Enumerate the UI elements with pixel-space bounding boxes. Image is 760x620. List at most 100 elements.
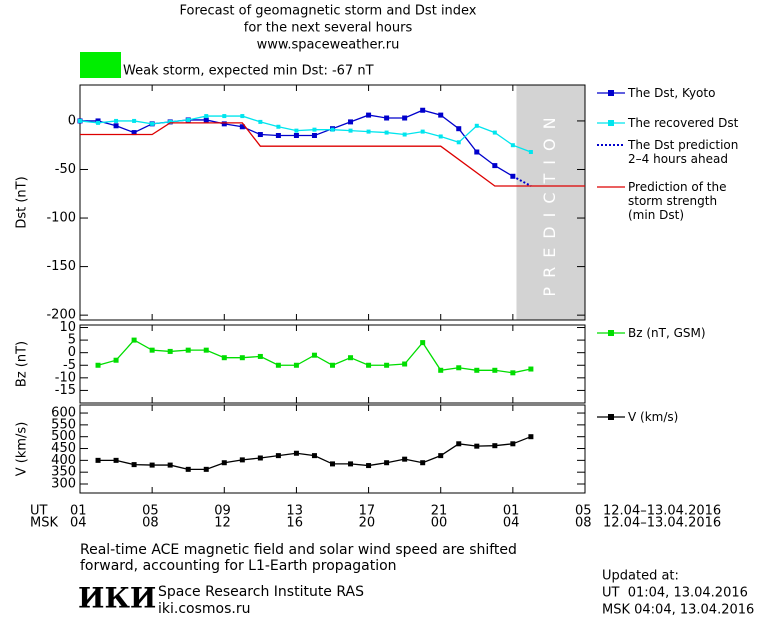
point xyxy=(311,132,317,138)
x-row-name: MSK xyxy=(30,516,58,531)
y-tick-label: -15 xyxy=(55,383,76,398)
x-tick-label: 05 xyxy=(575,504,592,519)
point xyxy=(438,453,444,459)
point xyxy=(366,129,371,134)
plot-frame xyxy=(79,324,586,404)
legend-entry: The recovered Dst xyxy=(628,116,739,130)
point xyxy=(384,115,390,121)
title-line: for the next several hours xyxy=(244,21,413,36)
legend-marker xyxy=(608,414,614,420)
x-tick-label: 04 xyxy=(70,516,87,531)
point xyxy=(311,453,317,459)
y-tick-label: 10 xyxy=(59,320,76,335)
point xyxy=(420,460,426,466)
point xyxy=(402,132,407,137)
legend-entry: Bz (nT, GSM) xyxy=(628,326,706,340)
x-tick-label: 21 xyxy=(431,504,448,519)
point xyxy=(275,362,281,368)
point xyxy=(239,124,245,130)
point xyxy=(492,367,498,373)
series-line xyxy=(80,122,585,187)
title-line: Forecast of geomagnetic storm and Dst in… xyxy=(179,4,476,19)
series-line xyxy=(80,109,514,177)
point xyxy=(95,457,101,463)
point xyxy=(239,457,245,463)
point xyxy=(222,114,227,119)
point xyxy=(474,367,480,373)
y-tick-label: -100 xyxy=(46,211,76,226)
x-tick-label: 17 xyxy=(359,504,376,519)
storm-label: Weak storm, expected min Dst: -67 nT xyxy=(123,64,374,79)
point xyxy=(348,119,354,125)
point xyxy=(510,370,516,376)
point xyxy=(221,121,227,127)
x-tick-label: 01 xyxy=(503,504,520,519)
x-row-name: UT xyxy=(30,504,48,519)
y-tick-label: 500 xyxy=(51,429,76,444)
y-tick-label: -200 xyxy=(46,308,76,323)
point xyxy=(366,362,372,368)
point xyxy=(131,337,137,343)
point xyxy=(132,118,137,123)
point xyxy=(275,453,281,459)
legend-entry: The Dst prediction 2–4 hours ahead xyxy=(628,138,739,166)
y-axis-label: Dst (nT) xyxy=(15,176,30,228)
point xyxy=(221,460,227,466)
x-tick-label: 08 xyxy=(575,516,592,531)
point xyxy=(311,352,317,358)
point xyxy=(167,348,173,354)
x-tick-label: 20 xyxy=(359,516,376,531)
point xyxy=(95,362,101,368)
point xyxy=(384,362,390,368)
point xyxy=(366,463,372,469)
point xyxy=(257,353,263,359)
point xyxy=(384,460,390,466)
point xyxy=(239,355,245,361)
point xyxy=(203,347,209,353)
y-tick-label: 400 xyxy=(51,453,76,468)
y-tick-label: 550 xyxy=(51,417,76,432)
date-range: 12.04–13.04.2016 xyxy=(603,516,721,531)
point xyxy=(510,143,515,148)
point xyxy=(456,365,462,371)
point xyxy=(330,362,335,368)
point xyxy=(113,357,119,363)
point xyxy=(474,123,479,128)
point xyxy=(492,163,498,169)
point xyxy=(420,129,425,134)
point xyxy=(402,361,408,367)
point xyxy=(150,121,155,126)
point xyxy=(456,140,461,145)
y-tick-label: 350 xyxy=(51,465,76,480)
x-tick-label: 16 xyxy=(286,516,303,531)
institute: Space Research Institute RAS xyxy=(158,584,364,600)
y-tick-label: -150 xyxy=(46,259,76,274)
point xyxy=(293,132,299,138)
storm-indicator xyxy=(80,52,121,78)
point xyxy=(203,466,209,472)
point xyxy=(312,127,317,132)
point xyxy=(113,123,119,129)
title-line: www.spaceweather.ru xyxy=(257,38,400,53)
x-tick-label: 05 xyxy=(142,504,159,519)
forecast-region xyxy=(516,85,585,320)
point xyxy=(528,150,533,155)
note-line: Real-time ACE magnetic field and solar w… xyxy=(80,542,517,558)
point xyxy=(474,443,480,449)
point xyxy=(240,114,245,119)
point xyxy=(348,128,353,133)
forecast-label: PREDICTION xyxy=(540,108,559,296)
x-tick-label: 13 xyxy=(286,504,303,519)
point xyxy=(348,461,354,467)
point xyxy=(492,130,497,135)
x-tick-label: 01 xyxy=(70,504,87,519)
point xyxy=(131,462,137,468)
point xyxy=(330,127,335,132)
y-tick-label: 5 xyxy=(68,333,76,348)
x-tick-label: 12 xyxy=(214,516,231,531)
point xyxy=(294,128,299,133)
point xyxy=(420,340,426,346)
series-line xyxy=(512,175,532,187)
